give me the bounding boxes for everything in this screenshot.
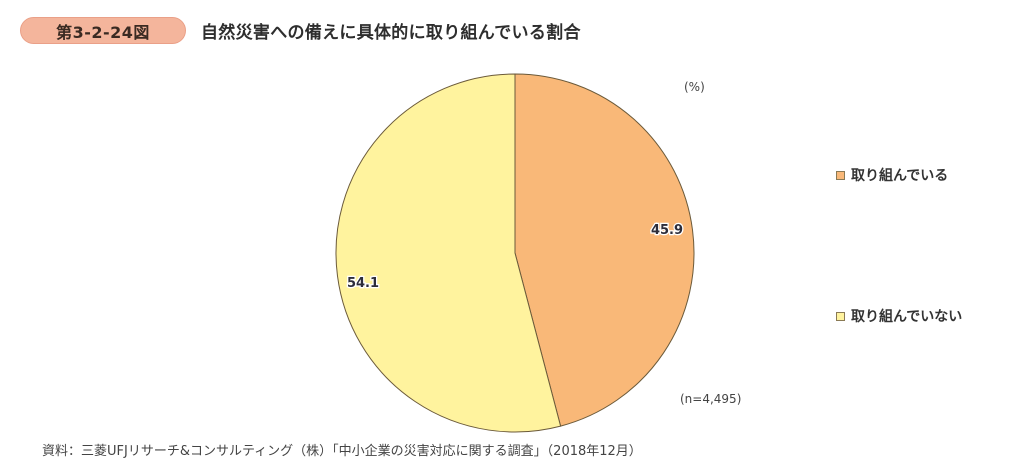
legend-item-not-engaged: 取り組んでいない [836,306,962,326]
legend-swatch-yellow-icon [836,311,845,321]
legend-swatch-orange-icon [836,170,845,180]
slice-label-engaged: 45.9 [651,223,683,238]
slice-label-not-engaged: 54.1 [347,276,379,291]
chart-title: 自然災害への備えに具体的に取り組んでいる割合 [201,23,581,43]
source-note: 資料：三菱UFJリサーチ&コンサルティング（株）「中小企業の災害対応に関する調査… [42,444,642,459]
sample-size-label: (n=4,495) [680,392,742,406]
figure-number: 第3-2-24図 [56,22,150,42]
pie-slice [335,73,562,433]
legend-label: 取り組んでいる [851,168,949,184]
figure-number-badge: 第3-2-24図 [20,17,186,44]
pie-slices [335,73,695,433]
pie-slice [514,73,695,427]
unit-label: (%) [684,80,705,94]
legend-label: 取り組んでいない [851,309,963,325]
legend-item-engaged: 取り組んでいる [836,165,948,185]
